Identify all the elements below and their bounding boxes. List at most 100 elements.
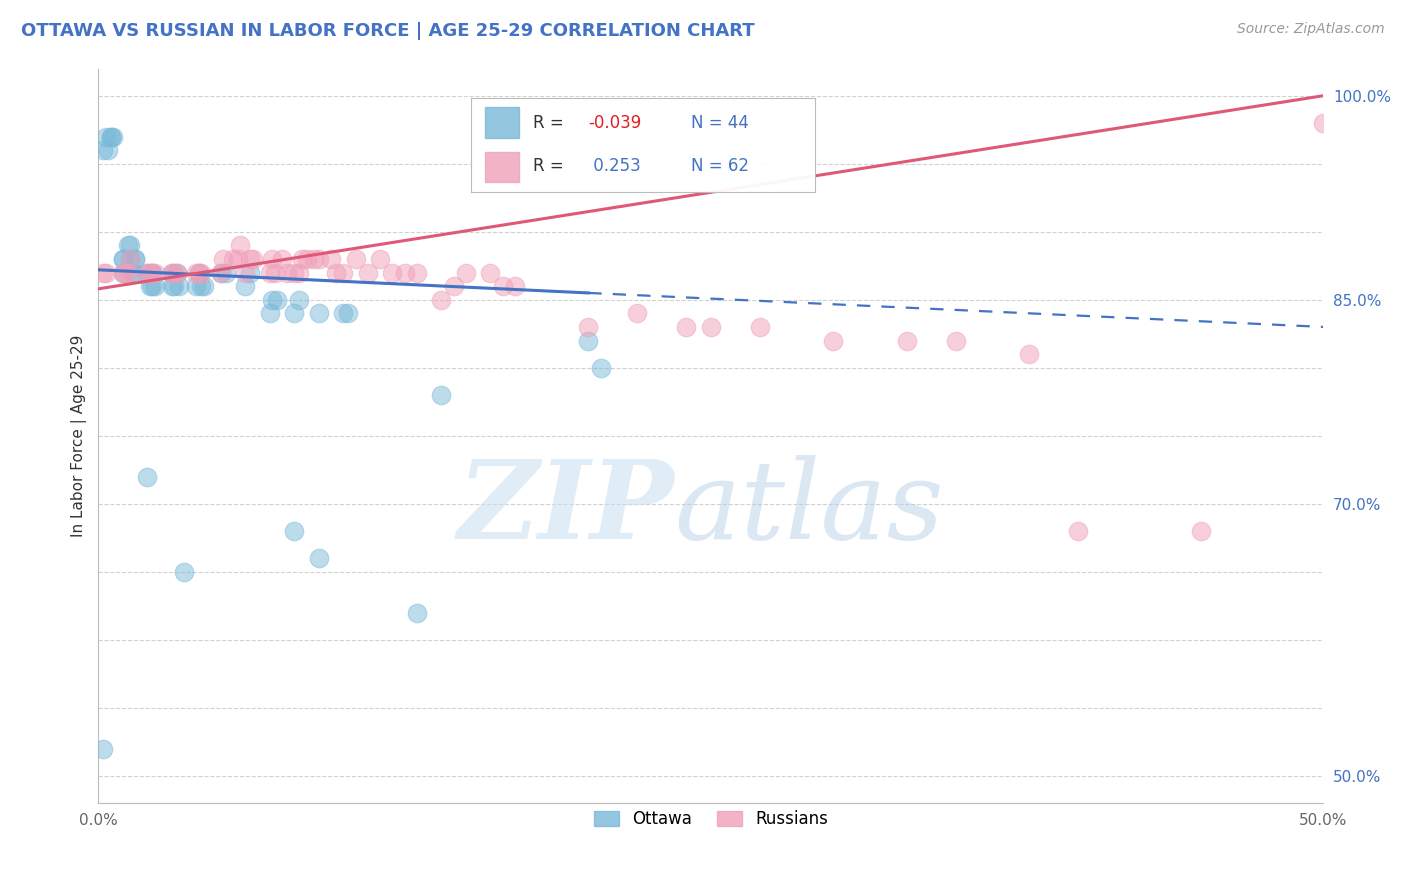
Point — [186, 279, 208, 293]
Point — [1312, 116, 1334, 130]
Point — [430, 388, 453, 402]
Text: atlas: atlas — [673, 456, 943, 563]
Point — [405, 606, 427, 620]
Point — [700, 320, 723, 334]
Point — [319, 252, 342, 266]
Point — [226, 252, 249, 266]
Point — [626, 306, 648, 320]
Point — [302, 252, 325, 266]
Point — [325, 266, 347, 280]
Text: Source: ZipAtlas.com: Source: ZipAtlas.com — [1237, 22, 1385, 37]
Point — [222, 252, 245, 266]
Point — [136, 469, 159, 483]
Text: N = 62: N = 62 — [692, 158, 749, 176]
Point — [823, 334, 845, 348]
Point — [1018, 347, 1040, 361]
Point — [166, 266, 188, 280]
Point — [136, 266, 159, 280]
Bar — [485, 152, 519, 183]
Point — [91, 266, 114, 280]
Point — [187, 266, 209, 280]
Point — [100, 129, 122, 144]
Point — [193, 279, 215, 293]
Point — [308, 551, 330, 566]
Point — [91, 741, 114, 756]
Point — [443, 279, 465, 293]
Point — [114, 266, 136, 280]
Point — [139, 279, 162, 293]
Point — [209, 266, 232, 280]
Point — [160, 266, 183, 280]
Point — [187, 266, 209, 280]
Point — [121, 266, 143, 280]
Point — [337, 306, 360, 320]
Point — [503, 279, 526, 293]
Point — [141, 266, 163, 280]
Point — [748, 320, 770, 334]
Text: R =: R = — [533, 158, 569, 176]
Point — [308, 252, 330, 266]
Point — [141, 279, 163, 293]
Text: -0.039: -0.039 — [588, 114, 641, 132]
Point — [209, 266, 232, 280]
Point — [143, 279, 166, 293]
Point — [242, 252, 264, 266]
Y-axis label: In Labor Force | Age 25-29: In Labor Force | Age 25-29 — [72, 334, 87, 537]
Point — [163, 266, 186, 280]
Point — [91, 143, 114, 157]
Point — [166, 266, 188, 280]
Point — [262, 293, 284, 307]
Point — [111, 266, 134, 280]
Point — [143, 266, 166, 280]
Point — [160, 279, 183, 293]
Point — [344, 252, 367, 266]
Point — [124, 266, 146, 280]
Point — [589, 360, 612, 375]
Point — [239, 252, 262, 266]
Point — [94, 266, 117, 280]
Point — [141, 266, 163, 280]
Point — [117, 266, 139, 280]
Point — [288, 266, 311, 280]
Point — [120, 238, 142, 252]
Point — [163, 279, 186, 293]
Point — [117, 238, 139, 252]
Point — [259, 306, 281, 320]
Point — [283, 266, 305, 280]
Point — [141, 266, 163, 280]
Legend: Ottawa, Russians: Ottawa, Russians — [586, 804, 835, 835]
Point — [100, 129, 122, 144]
Point — [160, 266, 183, 280]
Point — [896, 334, 918, 348]
Point — [405, 266, 427, 280]
Text: 0.253: 0.253 — [588, 158, 641, 176]
Point — [124, 252, 146, 266]
Point — [381, 266, 404, 280]
Point — [173, 565, 195, 579]
Bar — [485, 108, 519, 138]
Point — [233, 279, 256, 293]
Text: OTTAWA VS RUSSIAN IN LABOR FORCE | AGE 25-29 CORRELATION CHART: OTTAWA VS RUSSIAN IN LABOR FORCE | AGE 2… — [21, 22, 755, 40]
Point — [368, 252, 391, 266]
Point — [190, 279, 212, 293]
Point — [186, 266, 208, 280]
Point — [139, 266, 162, 280]
Point — [332, 306, 354, 320]
Point — [454, 266, 477, 280]
Text: ZIP: ZIP — [457, 456, 673, 563]
Point — [288, 293, 311, 307]
Point — [295, 252, 318, 266]
Point — [357, 266, 380, 280]
Point — [332, 266, 354, 280]
Point — [124, 252, 146, 266]
Point — [308, 306, 330, 320]
Text: N = 44: N = 44 — [692, 114, 749, 132]
Point — [111, 252, 134, 266]
Point — [291, 252, 314, 266]
Point — [259, 266, 281, 280]
Point — [1189, 524, 1212, 538]
Point — [167, 279, 190, 293]
Point — [1067, 524, 1090, 538]
Point — [276, 266, 298, 280]
Point — [120, 252, 142, 266]
